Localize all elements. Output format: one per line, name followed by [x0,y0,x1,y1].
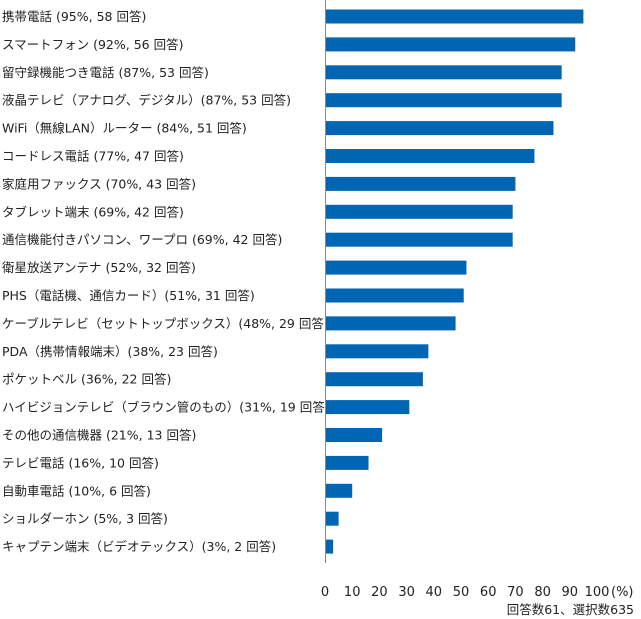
bar [325,260,467,275]
response-count-note: 回答数61、選択数635 [507,602,634,617]
x-tick-label: 0 [321,585,329,600]
category-label: WiFi（無線LAN）ルーター (84%, 51 回答) [2,121,247,136]
category-label: テレビ電話 (16%, 10 回答) [2,455,159,470]
x-tick-label: 20 [371,585,388,600]
bar [325,483,353,498]
x-tick-label: 100 [585,585,610,600]
x-tick-label: 70 [507,585,524,600]
bar [325,539,334,554]
bar [325,316,456,331]
category-label: ハイビジョンテレビ（ブラウン管のもの）(31%, 19 回答) [2,400,330,415]
x-tick-label: 50 [453,585,470,600]
category-label: 液晶テレビ（アナログ、デジタル）(87%, 53 回答) [2,93,291,108]
bar [325,149,535,163]
x-tick-label: 80 [534,585,551,600]
bar [325,93,562,108]
bar [325,288,464,303]
category-label: 衛星放送アンテナ (52%, 32 回答) [2,260,196,275]
category-label: PHS（電話機、通信カード）(51%, 31 回答) [2,288,255,303]
bar [325,9,584,24]
category-label: キャプテン端末（ビデオテックス）(3%, 2 回答) [2,539,276,554]
bar [325,455,369,470]
category-label: その他の通信機器 (21%, 13 回答) [2,428,196,443]
category-label: ケーブルテレビ（セットトップボックス）(48%, 29 回答) [2,316,329,331]
category-label: 携帯電話 (95%, 58 回答) [2,9,146,24]
category-label: 自動車電話 (10%, 6 回答) [2,483,151,498]
bars [325,9,584,554]
bar [325,344,429,359]
bar [325,400,410,415]
category-label: 家庭用ファックス (70%, 43 回答) [2,176,196,191]
x-tick-label: 90 [562,585,579,600]
x-tick-label: 60 [480,585,497,600]
x-tick-label: 10 [344,585,361,600]
category-label: ポケットベル (36%, 22 回答) [2,372,171,387]
category-label: ショルダーホン (5%, 3 回答) [2,511,168,526]
bar [325,232,513,247]
bar [325,176,516,191]
bar [325,65,562,80]
x-tick-label: 40 [426,585,443,600]
bar [325,428,383,442]
x-axis-unit: (%) [611,585,634,600]
bar [325,511,339,526]
x-tick-label: 30 [398,585,415,600]
category-label: 留守録機能つき電話 (87%, 53 回答) [2,65,209,80]
category-label: タブレット端末 (69%, 42 回答) [2,204,184,219]
category-label: 通信機能付きパソコン、ワープロ (69%, 42 回答) [2,232,282,247]
bar [325,204,513,219]
bar [325,37,576,52]
bar [325,372,423,387]
category-label: PDA（携帯情報端末）(38%, 23 回答) [2,344,218,359]
category-labels: 携帯電話 (95%, 58 回答) スマートフォン (92%, 56 回答) 留守録… [2,9,330,554]
category-label: スマートフォン (92%, 56 回答) [2,37,183,52]
category-label: コードレス電話 (77%, 47 回答) [2,149,184,164]
x-axis-ticks: 0 10 20 30 40 50 60 70 80 90 100 [321,585,610,600]
bar [325,121,554,136]
